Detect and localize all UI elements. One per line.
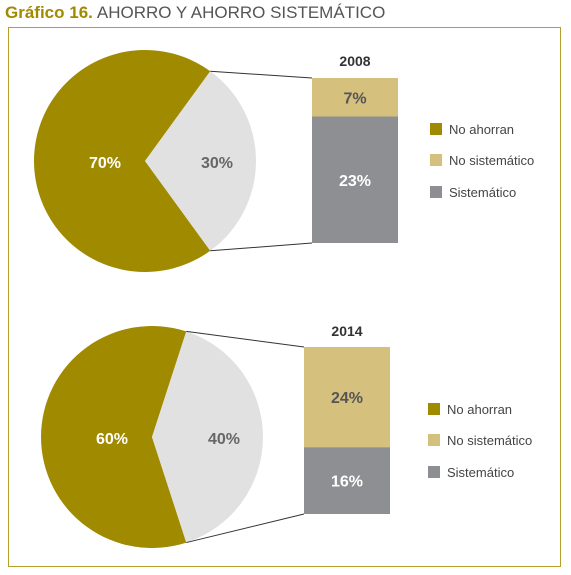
bar-segment-sistematico — [304, 447, 390, 514]
chart-title-text: AHORRO Y AHORRO SISTEMÁTICO — [96, 3, 386, 22]
legend-label: No sistemático — [449, 153, 534, 168]
bar-label-no-sistematico: 7% — [343, 90, 366, 107]
pie-label-no-ahorran: 70% — [89, 155, 121, 172]
pie-slice-no-ahorran — [34, 50, 211, 273]
legend-swatch — [428, 466, 440, 478]
year-label: 2008 — [339, 53, 370, 69]
chart-title: Gráfico 16. AHORRO Y AHORRO SISTEMÁTICO — [5, 2, 385, 24]
pie-slice-ahorran — [152, 331, 263, 543]
legend-swatch — [430, 154, 442, 166]
bar-segment-sistematico — [312, 116, 398, 243]
bar-label-sistematico: 16% — [331, 474, 363, 491]
pie-slice-no-ahorran — [40, 326, 187, 548]
pie-label-no-ahorran: 60% — [96, 431, 128, 448]
bar-label-no-sistematico: 24% — [331, 390, 363, 407]
bar-segment-no-sistematico — [312, 78, 398, 117]
connector-line-top — [210, 70, 313, 79]
pie-slice-ahorran — [145, 71, 257, 251]
connector-line-bottom — [210, 242, 313, 252]
chart-number: Gráfico 16. — [5, 3, 93, 22]
pie-label-ahorran: 40% — [208, 431, 240, 448]
year-label: 2014 — [331, 323, 362, 339]
legend-swatch — [428, 434, 440, 446]
legend-swatch — [428, 403, 440, 415]
legend-label: Sistemático — [449, 185, 516, 200]
legend-swatch — [430, 186, 442, 198]
bar-label-sistematico: 23% — [339, 173, 371, 190]
legend-swatch — [430, 123, 442, 135]
legend-label: Sistemático — [447, 465, 514, 480]
legend-label: No ahorran — [447, 402, 512, 417]
pie-label-ahorran: 30% — [201, 155, 233, 172]
chart-frame — [8, 27, 561, 567]
legend-label: No sistemático — [447, 433, 532, 448]
connector-line-bottom — [186, 513, 305, 544]
legend-label: No ahorran — [449, 122, 514, 137]
connector-line-top — [186, 330, 305, 348]
bar-segment-no-sistematico — [304, 347, 390, 448]
